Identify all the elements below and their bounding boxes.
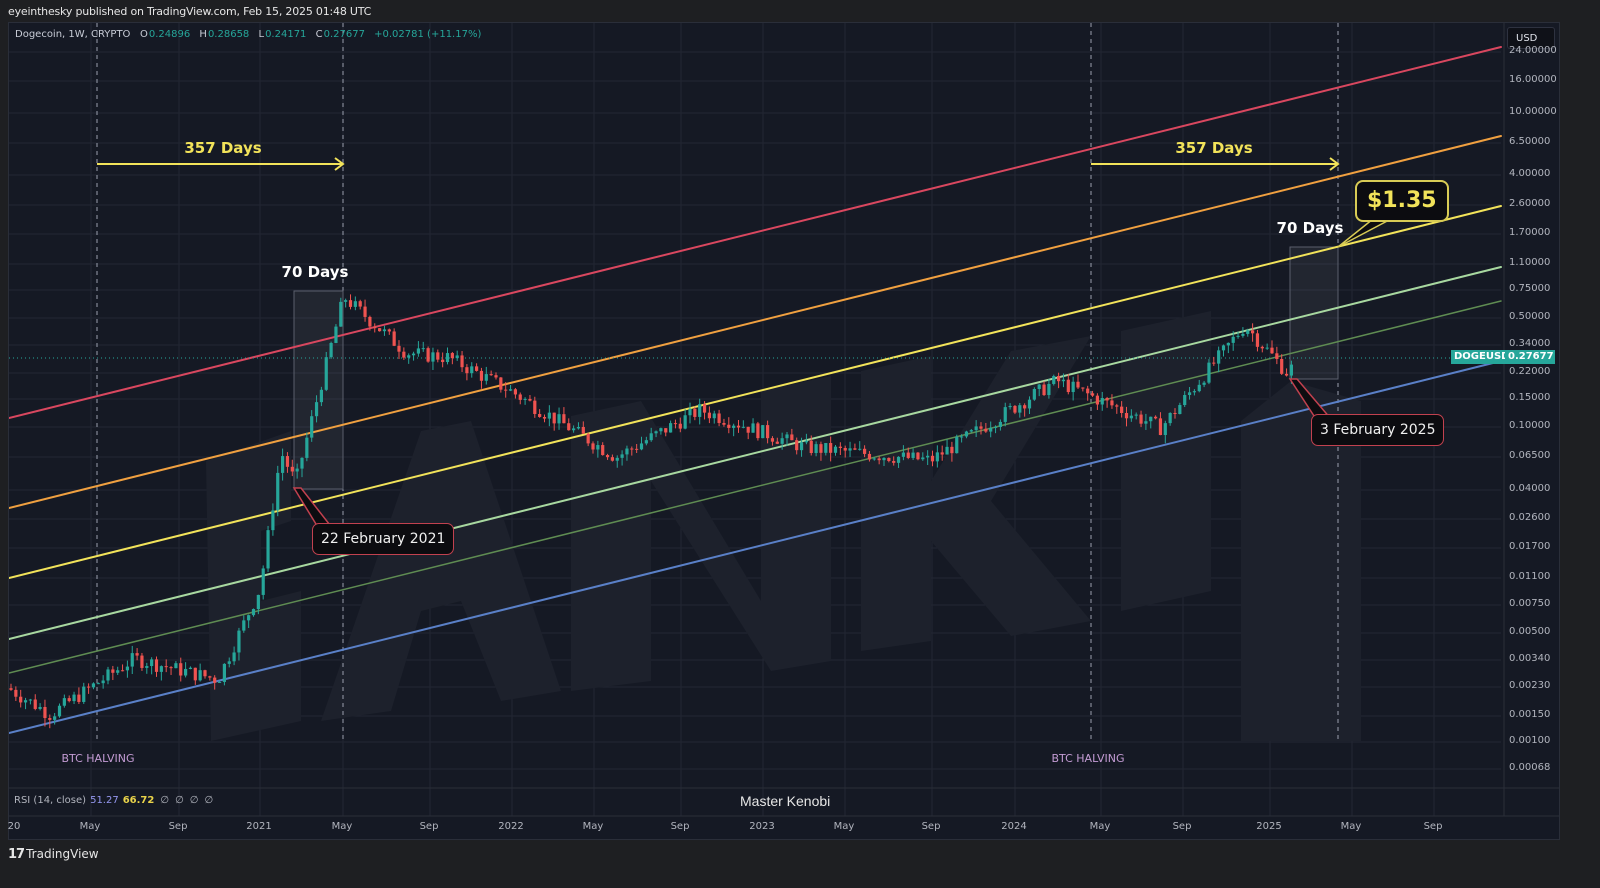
price-axis-label: 10.00000: [1509, 106, 1557, 117]
rsi-legend: RSI (14, close) 51.27 66.72 ∅ ∅ ∅ ∅: [14, 795, 214, 806]
chart-frame[interactable]: Dogecoin, 1W, CRYPTO O0.24896 H0.28658 L…: [8, 22, 1560, 840]
tv-mark-icon: 17: [8, 847, 25, 862]
close-value: 0.27677: [323, 29, 365, 40]
change-value: +0.02781 (+11.17%): [374, 29, 482, 40]
current-price-tag: 0.27677: [1505, 350, 1555, 364]
high-value: 0.28658: [207, 29, 250, 40]
symbol-tag: DOGEUSD: [1451, 350, 1513, 364]
time-axis-label: Sep: [670, 821, 690, 832]
time-axis-label: Sep: [921, 821, 941, 832]
price-axis-label: 1.10000: [1509, 257, 1551, 268]
symbol-legend: Dogecoin, 1W, CRYPTO O0.24896 H0.28658 L…: [15, 29, 482, 40]
time-axis-label: May: [1089, 821, 1111, 832]
target-price-label: $1.35: [1355, 180, 1449, 222]
rsi-value-1: 51.27: [90, 795, 119, 806]
time-axis-label: 2025: [1256, 821, 1282, 832]
price-axis-label: 0.01100: [1509, 571, 1551, 582]
price-axis-label: 0.22000: [1509, 366, 1551, 377]
price-axis-label: 16.00000: [1509, 74, 1557, 85]
time-axis-label: 20: [7, 821, 21, 832]
time-axis-label: Sep: [1423, 821, 1443, 832]
price-axis-label: 0.00500: [1509, 626, 1551, 637]
time-axis-label: Sep: [1172, 821, 1192, 832]
time-axis-label: Sep: [168, 821, 188, 832]
70-days-box-2021: [293, 290, 344, 490]
publish-bar: eyeinthesky published on TradingView.com…: [0, 0, 1600, 22]
author-signature: Master Kenobi: [740, 793, 831, 809]
label-70-days-right: 70 Days: [1276, 219, 1344, 237]
currency-button[interactable]: USD: [1507, 27, 1555, 49]
watermark: [206, 311, 1361, 741]
price-axis-label: 0.00230: [1509, 680, 1551, 691]
price-axis-label: 6.50000: [1509, 136, 1551, 147]
price-axis-label: 0.34000: [1509, 338, 1551, 349]
price-axis-label: 1.70000: [1509, 227, 1551, 238]
chart-canvas[interactable]: [9, 23, 1560, 840]
time-axis-label: Sep: [419, 821, 439, 832]
symbol-name: Dogecoin, 1W, CRYPTO: [15, 29, 131, 40]
price-axis-label: 0.75000: [1509, 283, 1551, 294]
time-axis-label: 2021: [246, 821, 272, 832]
callout-3-feb-2025: 3 February 2025: [1311, 414, 1445, 446]
channel-line-red: [9, 46, 1502, 419]
time-axis-label: May: [833, 821, 855, 832]
price-axis-label: 0.00100: [1509, 735, 1551, 746]
label-357-days-left: 357 Days: [184, 139, 262, 157]
price-axis-label: 0.01700: [1509, 541, 1551, 552]
range-arrows: [97, 157, 1340, 171]
price-axis-label: 0.00068: [1509, 762, 1551, 773]
time-axis-label: May: [79, 821, 101, 832]
time-axis-label: 2022: [498, 821, 524, 832]
time-axis-label: 2023: [749, 821, 775, 832]
channel-line-blue: [9, 360, 1502, 734]
price-axis-label: 4.00000: [1509, 168, 1551, 179]
price-axis-label: 0.00150: [1509, 709, 1551, 720]
callout-22-feb-2021: 22 February 2021: [312, 523, 455, 555]
open-value: 0.24896: [148, 29, 191, 40]
time-axis-label: May: [1340, 821, 1362, 832]
price-axis-label: 0.06500: [1509, 450, 1551, 461]
price-axis-label: 24.00000: [1509, 45, 1557, 56]
tradingview-logo[interactable]: 17 TradingView: [8, 847, 99, 862]
price-axis-label: 0.04000: [1509, 483, 1551, 494]
label-357-days-right: 357 Days: [1175, 139, 1253, 157]
channel-line-yellow: [9, 205, 1502, 579]
time-axis-label: 2024: [1001, 821, 1027, 832]
btc-halving-label-right: BTC HALVING: [1051, 752, 1125, 765]
price-axis-label: 2.60000: [1509, 198, 1551, 209]
btc-halving-label-left: BTC HALVING: [61, 752, 135, 765]
price-axis-label: 0.00750: [1509, 598, 1551, 609]
price-axis-label: 0.50000: [1509, 311, 1551, 322]
target-pointer: [1337, 218, 1392, 248]
price-axis-label: 0.02600: [1509, 512, 1551, 523]
price-axis-label: 0.00340: [1509, 653, 1551, 664]
channel-line-orange: [9, 135, 1502, 509]
time-axis-label: May: [331, 821, 353, 832]
channel-line-dark-green: [9, 300, 1502, 674]
price-axis-label: 0.10000: [1509, 420, 1551, 431]
low-value: 0.24171: [265, 29, 307, 40]
time-axis-label: May: [582, 821, 604, 832]
label-70-days-left: 70 Days: [281, 263, 349, 281]
rsi-value-2: 66.72: [122, 795, 155, 806]
price-axis-label: 0.15000: [1509, 392, 1551, 403]
candlesticks: [9, 294, 1293, 729]
rsi-label: RSI (14, close): [14, 795, 87, 806]
